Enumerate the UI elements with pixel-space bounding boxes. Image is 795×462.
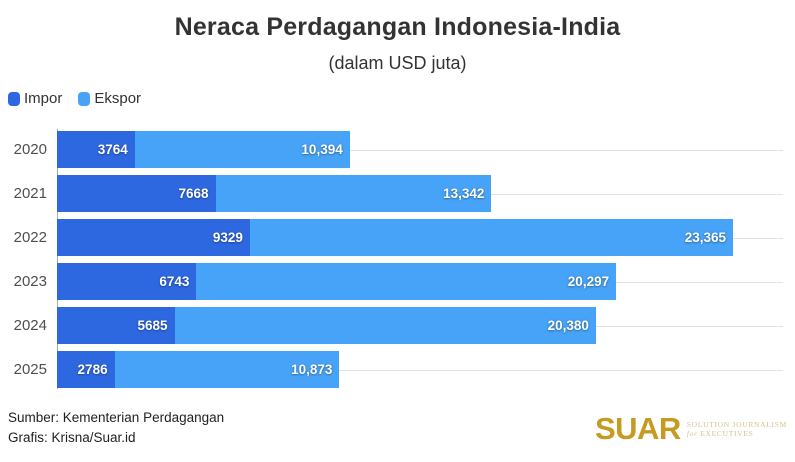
suar-logo-wordmark: SUAR	[594, 411, 681, 446]
logo-tagline-line1: Solution Journalism	[686, 419, 787, 429]
y-axis-label: 2023	[13, 273, 47, 290]
chart-row: 2023 6743 20,297	[8, 263, 785, 300]
y-axis-line	[57, 129, 58, 389]
chart-row: 2021 7668 13,342	[8, 175, 785, 212]
logo-tagline-line2: for Executives	[686, 428, 754, 438]
bar-segment-ekspor: 10,394	[134, 131, 350, 168]
bar-area: 3764 10,394	[57, 131, 785, 168]
bar-segment-ekspor: 10,873	[114, 351, 340, 388]
ekspor-swatch-icon	[78, 91, 91, 106]
bar-value-label: 10,873	[291, 362, 333, 377]
bar-area: 5685 20,380	[57, 307, 785, 344]
bar-value-label: 20,297	[567, 274, 610, 289]
bar-value-label: 2786	[77, 362, 108, 377]
bar-segment-impor: 3764	[57, 131, 135, 168]
bar-segment-ekspor: 13,342	[215, 175, 492, 212]
credit-text: Grafis: Krisna/Suar.id	[8, 430, 136, 445]
bar-segment-ekspor: 23,365	[249, 219, 733, 256]
legend-item-impor: Impor	[8, 90, 62, 107]
bar-area: 6743 20,297	[57, 263, 785, 300]
bar-chart: 2020 3764 10,394 2021 7668 13,342 2022 9329 23,3…	[8, 129, 785, 389]
suar-logo-tagline: Solution Journalism for Executives	[687, 420, 787, 438]
bar-segment-impor: 7668	[57, 175, 216, 212]
legend: Impor Ekspor	[8, 90, 141, 107]
bar-value-label: 6743	[159, 274, 190, 289]
chart-row: 2020 3764 10,394	[8, 131, 785, 168]
chart-row: 2024 5685 20,380	[8, 307, 785, 344]
chart-subtitle: (dalam USD juta)	[328, 53, 467, 73]
bar-value-label: 13,342	[443, 186, 485, 201]
chart-row: 2025 2786 10,873	[8, 351, 785, 388]
chart-row: 2022 9329 23,365	[8, 219, 785, 256]
bar-value-label: 20,380	[547, 318, 589, 333]
y-axis-label: 2025	[13, 361, 47, 378]
gridline	[57, 149, 783, 151]
bar-value-label: 23,365	[684, 230, 726, 245]
bar-segment-ekspor: 20,297	[196, 263, 617, 300]
bar-area: 9329 23,365	[57, 219, 785, 256]
bar-value-label: 10,394	[301, 142, 343, 157]
bar-segment-impor: 2786	[57, 351, 115, 388]
bar-segment-impor: 5685	[57, 307, 175, 344]
legend-item-ekspor: Ekspor	[78, 90, 141, 107]
chart-rows: 2020 3764 10,394 2021 7668 13,342 2022 9329 23,3…	[8, 131, 785, 388]
bar-value-label: 5685	[137, 318, 168, 333]
gridline	[57, 369, 783, 371]
y-axis-label: 2021	[13, 185, 47, 202]
bar-value-label: 9329	[212, 230, 243, 245]
bar-segment-impor: 9329	[57, 219, 250, 256]
suar-logo: SUAR Solution Journalism for Executives	[595, 413, 787, 444]
impor-swatch-icon	[8, 91, 20, 106]
bar-value-label: 7668	[178, 186, 209, 201]
bar-value-label: 3764	[97, 142, 128, 157]
source-text: Sumber: Kementerian Perdagangan	[8, 410, 225, 425]
legend-label-impor: Impor	[24, 90, 63, 107]
y-axis-label: 2020	[13, 141, 47, 158]
legend-label-ekspor: Ekspor	[94, 90, 142, 107]
bar-area: 7668 13,342	[57, 175, 785, 212]
y-axis-label: 2022	[13, 229, 47, 246]
bar-segment-impor: 6743	[57, 263, 197, 300]
chart-title: Neraca Perdagangan Indonesia-India	[174, 13, 621, 41]
y-axis-label: 2024	[13, 317, 47, 334]
bar-area: 2786 10,873	[57, 351, 785, 388]
footer: Sumber: Kementerian Perdagangan Grafis: …	[8, 408, 224, 448]
bar-segment-ekspor: 20,380	[174, 307, 596, 344]
